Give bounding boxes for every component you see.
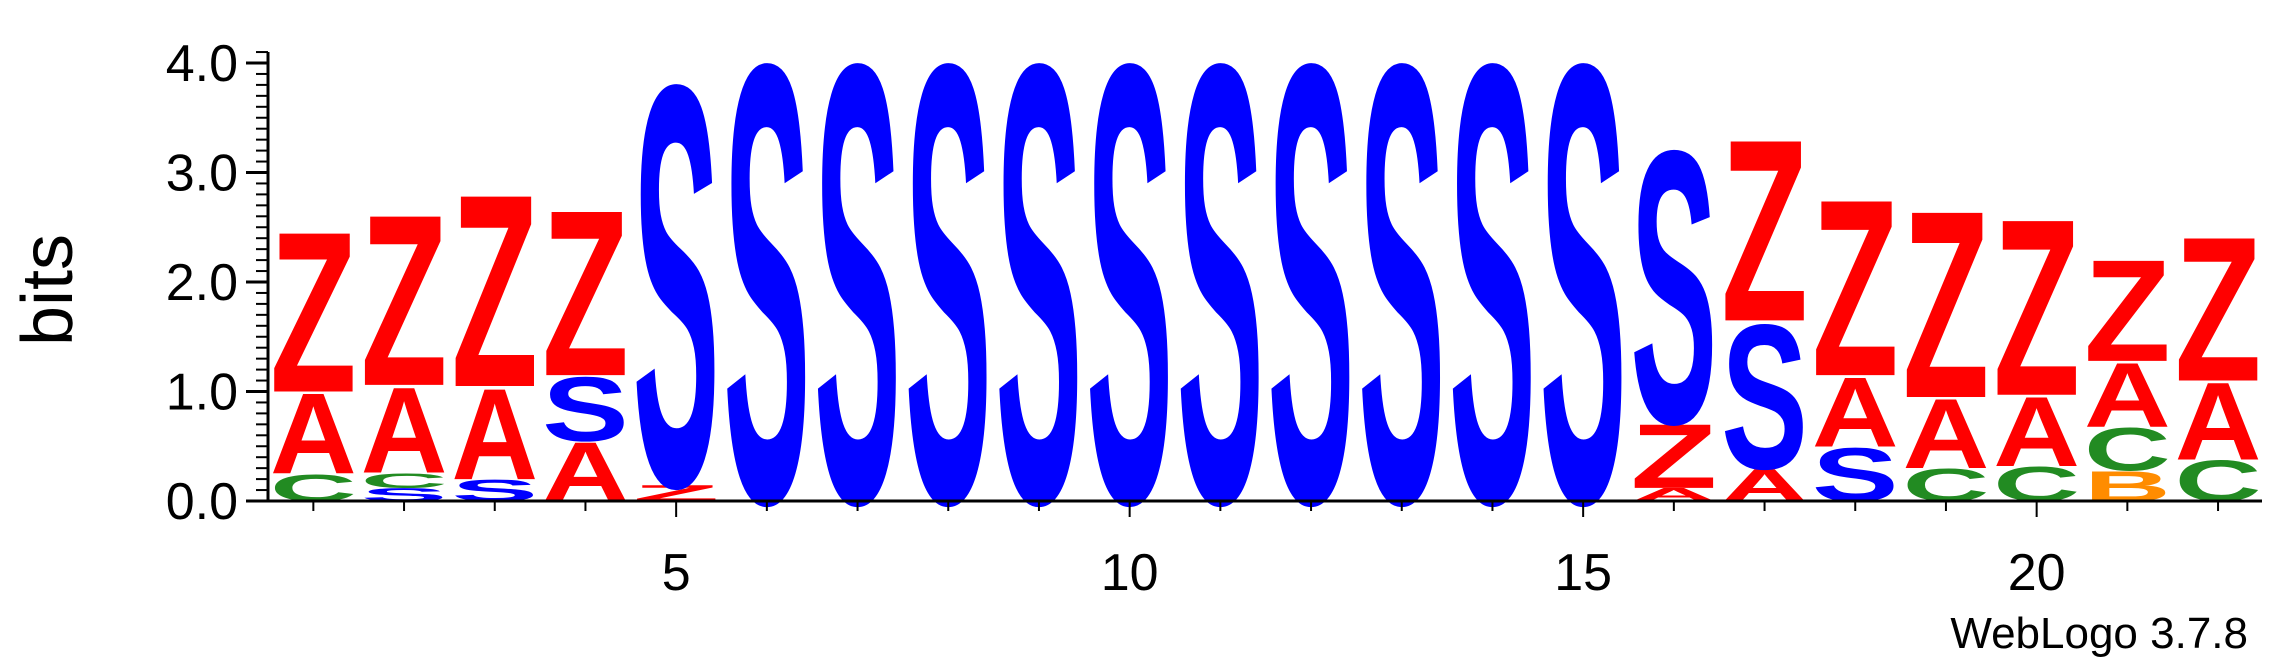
logo-letter-s: S bbox=[905, 0, 992, 634]
logo-letter-z: Z bbox=[2084, 230, 2171, 392]
logo-letter-s: S bbox=[1631, 69, 1718, 505]
y-tick-label: 4.0 bbox=[166, 35, 238, 93]
logo-letter-a: A bbox=[361, 361, 448, 498]
axes: 0.0 1.0 2.0 3.0 4.0 5 10 15 20 bbox=[166, 35, 2262, 602]
logo-letter-s: S bbox=[724, 0, 811, 634]
x-tick-label: 10 bbox=[1101, 544, 1159, 602]
y-tick-label: 1.0 bbox=[166, 364, 238, 422]
logo-letter-z: Z bbox=[1903, 156, 1990, 455]
logo-letter-z: Z bbox=[361, 165, 448, 438]
x-tick-label: 20 bbox=[2008, 544, 2066, 602]
logo-letter-z: Z bbox=[1721, 86, 1808, 376]
logo-letter-z: Z bbox=[1812, 148, 1899, 429]
y-axis-label: bits bbox=[8, 234, 88, 346]
logo-letter-s: S bbox=[1358, 0, 1445, 634]
credit-label: WebLogo 3.7.8 bbox=[1950, 609, 2248, 658]
logo-letter-s: S bbox=[996, 0, 1083, 634]
logo-letter-s: S bbox=[1540, 0, 1627, 634]
logo-letter-s: S bbox=[1449, 0, 1536, 634]
logo-letter-a: A bbox=[1812, 357, 1899, 468]
logo-letter-s: S bbox=[1268, 0, 1355, 634]
logo-letter-a: A bbox=[2084, 343, 2171, 446]
logo-letter-a: A bbox=[451, 362, 538, 507]
logo-letter-s: S bbox=[542, 358, 629, 461]
y-tick-label: 0.0 bbox=[166, 473, 238, 531]
logo-letter-s: S bbox=[814, 0, 901, 634]
logo-letter-s: S bbox=[1721, 281, 1808, 512]
y-tick-label: 2.0 bbox=[166, 254, 238, 312]
logo-letter-a: A bbox=[1903, 379, 1990, 490]
x-tick-label: 5 bbox=[662, 544, 691, 602]
y-tick-label: 3.0 bbox=[166, 145, 238, 203]
logo-letter-z: Z bbox=[542, 162, 629, 427]
logo-letter-z: Z bbox=[1631, 406, 1718, 508]
logo-letter-c: C bbox=[2084, 416, 2171, 484]
logo-letter-c: C bbox=[361, 469, 448, 493]
logo-letter-a: A bbox=[270, 370, 357, 498]
logo-letter-a: A bbox=[2175, 361, 2262, 483]
logo-letter-s: S bbox=[1177, 0, 1264, 634]
logo-letter-s: S bbox=[1086, 0, 1173, 634]
logo-letter-z: Z bbox=[2175, 194, 2262, 425]
logo-letter-z: Z bbox=[1993, 168, 2080, 449]
logo-letter-z: Z bbox=[451, 138, 538, 445]
logo-letter-z: Z bbox=[270, 185, 357, 441]
x-tick-label: 15 bbox=[1554, 544, 1612, 602]
logo-letter-a: A bbox=[1993, 377, 2080, 488]
